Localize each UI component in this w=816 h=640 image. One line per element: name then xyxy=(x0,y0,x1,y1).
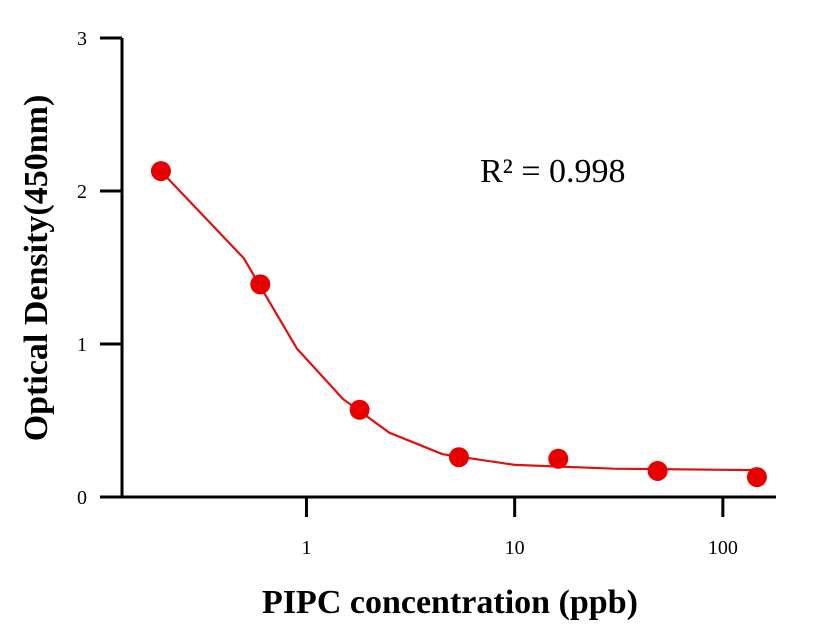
data-point xyxy=(746,467,767,488)
fit-curve-layer xyxy=(160,170,757,472)
fit-curve xyxy=(160,170,757,472)
y-tick-label: 3 xyxy=(77,28,87,50)
data-point xyxy=(647,460,668,481)
data-point xyxy=(448,447,469,468)
x-tick-label: 10 xyxy=(505,537,525,559)
r-squared-annotation: R² = 0.998 xyxy=(480,153,626,190)
y-tick-label: 0 xyxy=(77,487,87,509)
y-tick-label: 1 xyxy=(77,334,87,356)
y-tick-label: 2 xyxy=(77,181,87,203)
x-tick-label: 100 xyxy=(708,537,738,559)
axes: 0 1 2 3 1 10 100 xyxy=(77,28,776,559)
data-point xyxy=(349,399,370,420)
data-point xyxy=(150,161,171,182)
y-axis-title: Optical Density(450nm) xyxy=(18,95,55,442)
data-point xyxy=(548,448,569,469)
x-tick-label: 1 xyxy=(301,537,311,559)
data-points xyxy=(150,161,767,488)
x-axis-title: PIPC concentration (ppb) xyxy=(262,584,638,621)
data-point xyxy=(250,274,271,295)
